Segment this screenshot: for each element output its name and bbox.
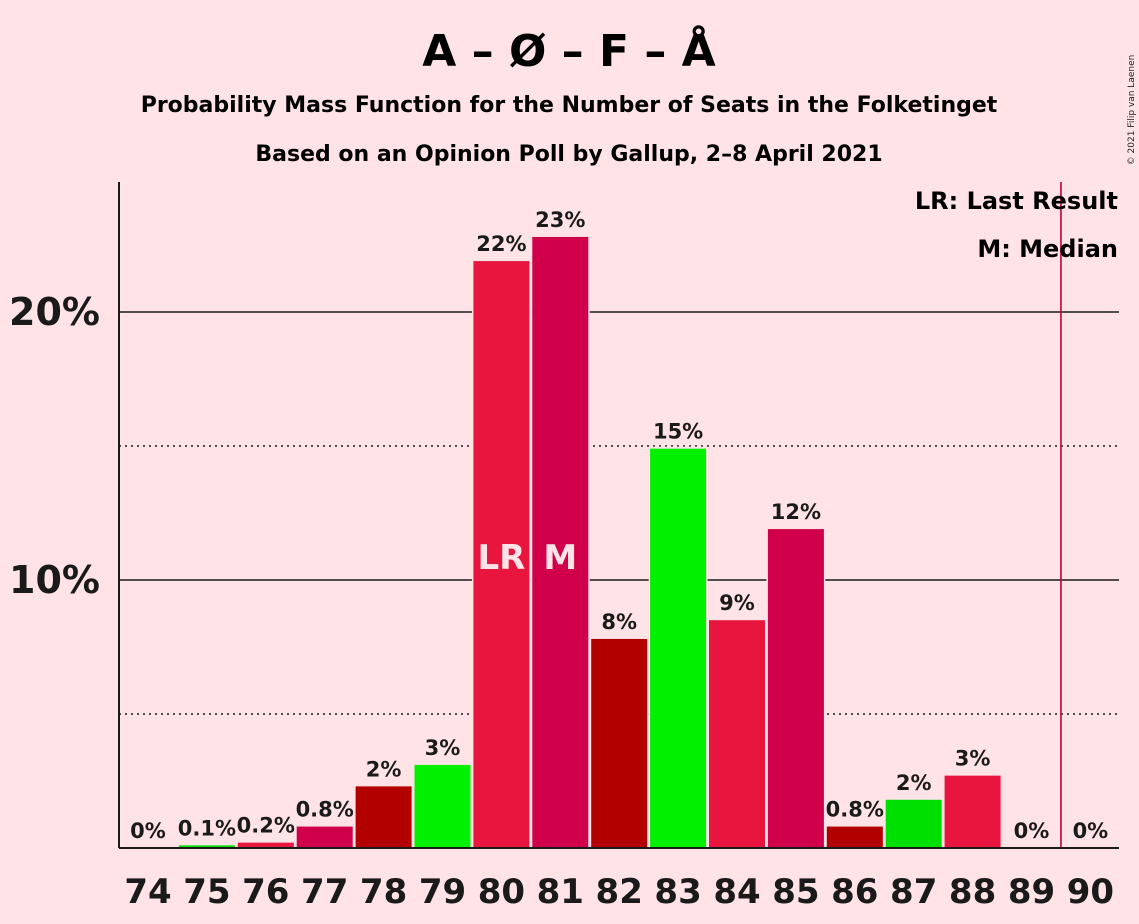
x-tick-label-75: 75 <box>183 872 230 912</box>
value-label-85: 12% <box>771 500 821 524</box>
legend-last-result: LR: Last Result <box>915 187 1118 215</box>
chart-subtitle-2: Based on an Opinion Poll by Gallup, 2–8 … <box>255 142 882 167</box>
value-label-74: 0% <box>130 819 166 843</box>
x-tick-label-90: 90 <box>1067 872 1114 912</box>
bar-78 <box>355 786 412 848</box>
bar-82 <box>591 638 648 848</box>
value-labels-layer: 0% 0.1% 0.2%0.8%2%3%22%23%8%15%9%12%0.8%2%… <box>130 208 1108 843</box>
bar-76 <box>237 842 294 848</box>
x-tick-label-86: 86 <box>831 872 878 912</box>
x-tick-label-89: 89 <box>1008 872 1055 912</box>
x-tick-label-82: 82 <box>596 872 643 912</box>
bar-77 <box>296 826 353 848</box>
chart-title: A – Ø – F – Å <box>422 24 715 77</box>
value-label-89: 0% <box>1014 819 1050 843</box>
legend-median: M: Median <box>977 235 1118 263</box>
x-tick-label-88: 88 <box>949 872 996 912</box>
value-label-90: 0% <box>1073 819 1109 843</box>
x-tick-label-83: 83 <box>654 872 701 912</box>
bar-79 <box>414 764 471 848</box>
x-tick-label-78: 78 <box>360 872 407 912</box>
bars-layer <box>118 234 1120 849</box>
x-tick-label-80: 80 <box>478 872 525 912</box>
bar-87 <box>885 799 942 848</box>
value-label-77: 0.8% <box>296 798 354 822</box>
y-tick-label-0: 10% <box>9 558 100 602</box>
value-label-79: 3% <box>425 736 461 760</box>
bar-annotation-lr: LR <box>477 538 525 578</box>
value-label-75: 0.1% <box>178 816 236 840</box>
bar-81 <box>532 236 589 848</box>
x-tick-label-84: 84 <box>713 872 760 912</box>
bar-85 <box>767 529 824 848</box>
value-label-87: 2% <box>896 771 932 795</box>
value-label-86: 0.8% <box>826 798 884 822</box>
copyright-text: © 2021 Filip van Laenen <box>1127 55 1137 166</box>
y-tick-label-1: 20% <box>9 290 100 334</box>
value-label-76: 0.2% <box>237 814 295 838</box>
x-tick-label-85: 85 <box>772 872 819 912</box>
x-tick-label-81: 81 <box>537 872 584 912</box>
bar-75 <box>178 845 235 848</box>
value-label-78: 2% <box>366 757 402 781</box>
value-label-88: 3% <box>955 747 991 771</box>
x-tick-label-79: 79 <box>419 872 466 912</box>
bar-86 <box>826 826 883 848</box>
bar-83 <box>650 448 707 848</box>
x-tick-label-74: 74 <box>124 872 171 912</box>
bar-84 <box>709 620 765 848</box>
x-tick-label-87: 87 <box>890 872 937 912</box>
bar-annotation-m: M <box>543 538 577 578</box>
x-tick-label-76: 76 <box>242 872 289 912</box>
value-label-80: 22% <box>476 232 526 256</box>
bar-88 <box>944 775 1001 848</box>
value-label-82: 8% <box>601 610 637 634</box>
value-label-83: 15% <box>653 420 703 444</box>
x-tick-label-77: 77 <box>301 872 348 912</box>
value-label-81: 23% <box>535 208 585 232</box>
bar-80 <box>473 261 530 849</box>
value-label-84: 9% <box>719 591 755 615</box>
axis-layer: 10% 20% 74 75 76 77 78 79 80 81 82 83 84 85 86 87 88 89 90 <box>9 182 1119 912</box>
chart-subtitle: Probability Mass Function for the Number… <box>141 93 998 118</box>
